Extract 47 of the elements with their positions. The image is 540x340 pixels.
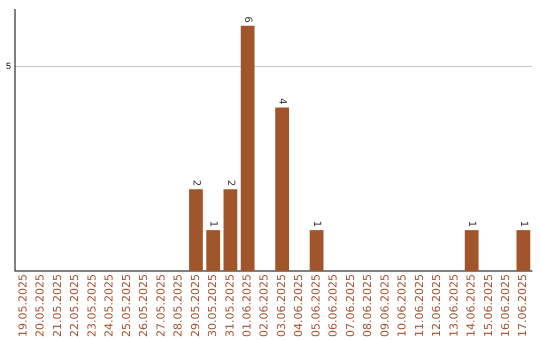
x-tick-label: 20.05.2025 (34, 274, 47, 338)
bar (240, 26, 255, 272)
x-tick-label: 26.05.2025 (137, 274, 150, 338)
x-tick-label: 24.05.2025 (102, 274, 116, 338)
bar (464, 230, 479, 272)
x-tick-label: 21.05.2025 (50, 274, 64, 338)
x-tick-label: 09.06.2025 (378, 274, 392, 338)
x-tick-label: 14.06.2025 (464, 274, 478, 338)
x-tick-label: 06.06.2025 (326, 274, 340, 338)
x-tick-label: 05.06.2025 (309, 274, 322, 338)
x-tick-label: 30.05.2025 (206, 274, 220, 338)
data-label: 1 (466, 220, 478, 228)
x-tick-label: 19.05.2025 (16, 274, 30, 338)
x-tick-label: 23.05.2025 (85, 274, 98, 338)
x-tick-label: 17.06.2025 (516, 274, 530, 338)
x-tick-label: 29.05.2025 (188, 274, 202, 338)
x-tick-label: 13.06.2025 (447, 274, 460, 338)
x-tick-label: 01.06.2025 (240, 274, 254, 338)
x-tick-label: 04.06.2025 (292, 274, 306, 338)
x-tick-label: 02.06.2025 (258, 274, 271, 338)
x-tick-label: 16.06.2025 (499, 274, 512, 338)
data-label: 4 (276, 98, 288, 105)
x-tick-label: 12.06.2025 (430, 274, 444, 338)
x-tick-label: 28.05.2025 (172, 274, 185, 338)
x-tick-label: 03.06.2025 (274, 274, 288, 338)
data-label: 1 (518, 220, 529, 228)
x-tick-label: 31.05.2025 (223, 274, 236, 338)
bar (206, 230, 220, 272)
bar (275, 108, 290, 272)
data-label: 2 (224, 180, 236, 186)
x-tick-label: 10.06.2025 (396, 274, 409, 338)
y-tick-label: 5 (6, 61, 12, 72)
x-tick-label: 07.06.2025 (344, 274, 357, 338)
x-tick-label: 15.06.2025 (482, 274, 495, 338)
bar (310, 230, 324, 272)
data-label: 2 (190, 180, 202, 186)
bar (516, 230, 530, 272)
data-label: 1 (310, 220, 322, 228)
x-tick-label: 22.05.2025 (68, 274, 82, 338)
data-label: 6 (242, 16, 254, 23)
bar (189, 189, 203, 272)
bar (224, 189, 238, 272)
x-tick-label: 11.06.2025 (412, 274, 426, 338)
x-tick-label: 08.06.2025 (361, 274, 374, 338)
x-tick-label: 27.05.2025 (154, 274, 168, 338)
data-label: 1 (208, 220, 219, 228)
x-tick-label: 25.05.2025 (120, 274, 133, 338)
